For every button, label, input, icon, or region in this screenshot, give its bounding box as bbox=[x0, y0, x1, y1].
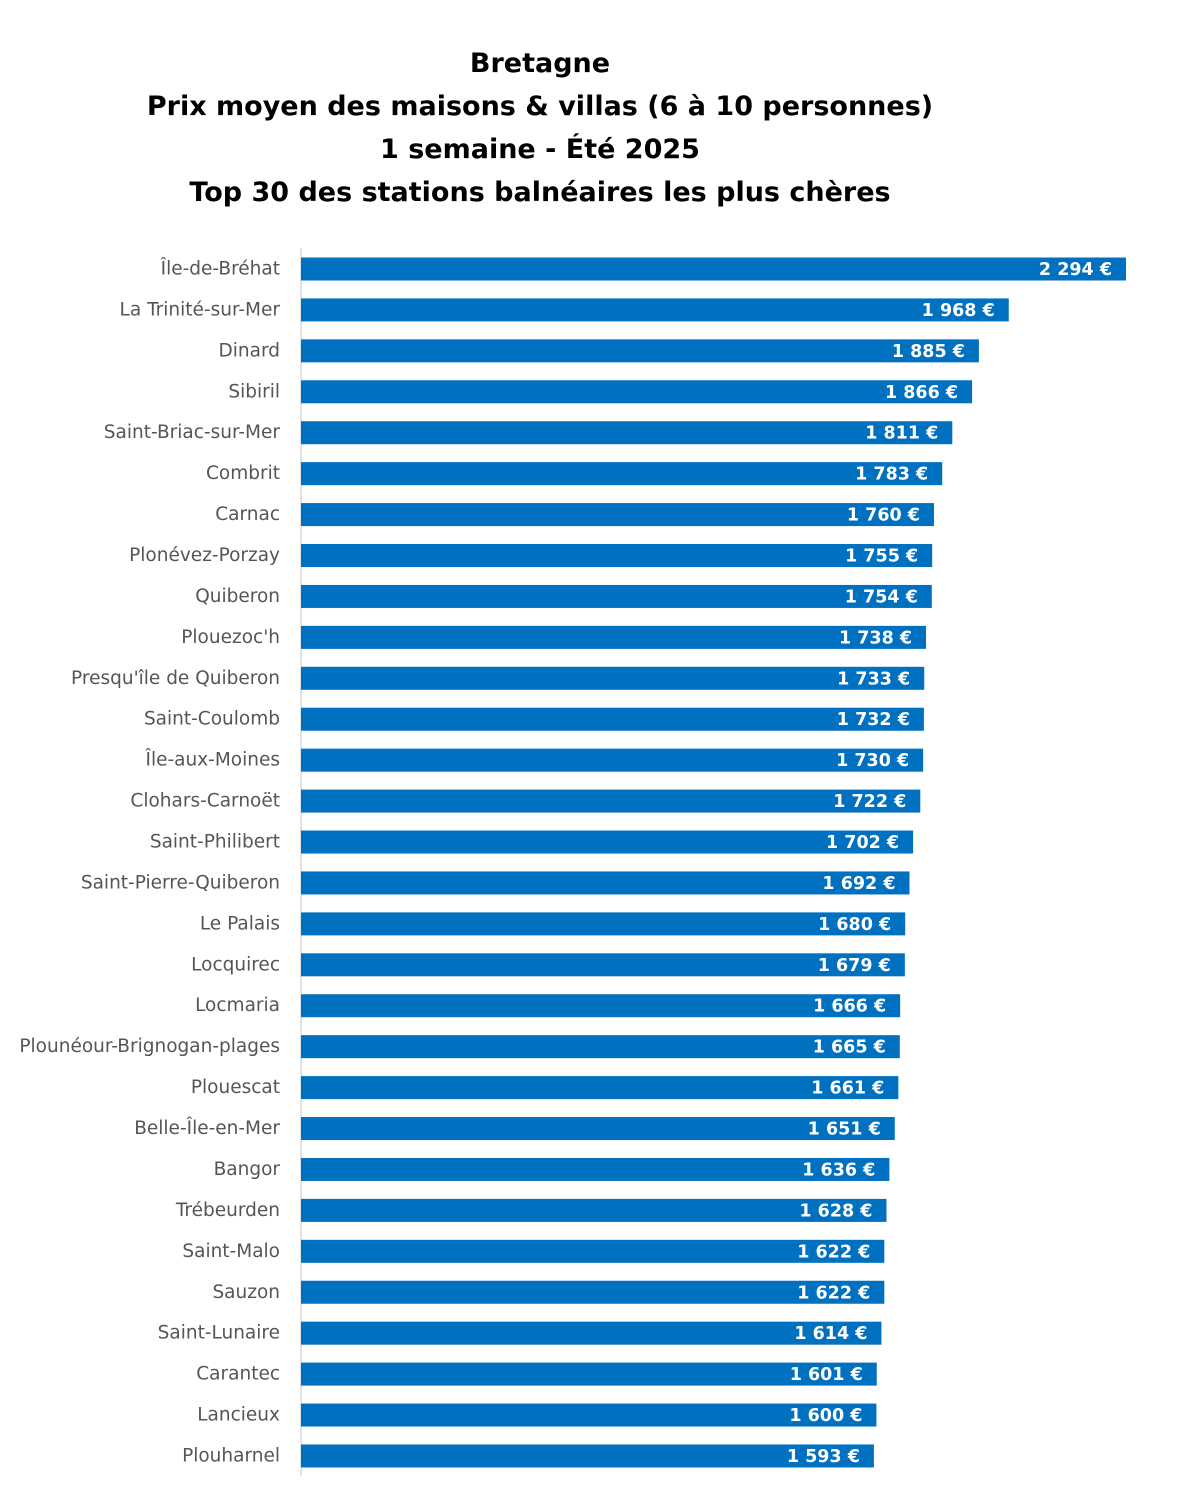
bar-value-label: 1 732 € bbox=[837, 710, 910, 730]
bar bbox=[301, 1157, 890, 1181]
bar-value-label: 1 680 € bbox=[818, 915, 891, 935]
bars-group: Île-de-Bréhat 2 294 € La Trinité-sur-Mer 1 … bbox=[19, 257, 1126, 1468]
bar-value-label: 1 601 € bbox=[790, 1365, 863, 1385]
category-label: Locmaria bbox=[195, 995, 280, 1016]
category-label: Île-aux-Moines bbox=[144, 749, 280, 771]
bar-value-label: 1 811 € bbox=[865, 424, 938, 444]
bar-value-label: 1 614 € bbox=[794, 1324, 867, 1344]
bar-value-label: 1 754 € bbox=[845, 587, 918, 607]
category-label: Sibiril bbox=[228, 381, 280, 402]
chart-title-line-3: 1 semaine - Été 2025 bbox=[380, 134, 700, 165]
category-label: Saint-Briac-sur-Mer bbox=[104, 422, 281, 443]
category-label: Sauzon bbox=[212, 1282, 280, 1303]
bar bbox=[301, 1076, 899, 1100]
bar-value-label: 1 651 € bbox=[808, 1120, 881, 1140]
bar bbox=[301, 1035, 900, 1059]
category-label: Bangor bbox=[214, 1159, 281, 1180]
bar-value-label: 1 783 € bbox=[855, 465, 928, 485]
bar-value-label: 1 628 € bbox=[799, 1201, 872, 1221]
bar bbox=[301, 1117, 895, 1141]
bar bbox=[301, 544, 933, 568]
bar bbox=[301, 462, 943, 486]
bar-value-label: 1 738 € bbox=[839, 628, 912, 648]
category-label: Île-de-Bréhat bbox=[160, 258, 280, 280]
bar-value-label: 1 636 € bbox=[802, 1160, 875, 1180]
category-label: Carnac bbox=[215, 504, 280, 525]
category-label: Locquirec bbox=[191, 954, 280, 975]
bar bbox=[301, 584, 932, 608]
bar bbox=[301, 871, 910, 895]
bar-value-label: 1 722 € bbox=[833, 792, 906, 812]
bar bbox=[301, 1321, 882, 1345]
category-label: Le Palais bbox=[200, 913, 280, 934]
bar-value-label: 1 760 € bbox=[847, 506, 920, 526]
category-label: Quiberon bbox=[195, 586, 280, 607]
category-label: Saint-Pierre-Quiberon bbox=[81, 872, 280, 893]
bar bbox=[301, 339, 979, 363]
category-label: Saint-Lunaire bbox=[158, 1323, 280, 1344]
category-label: Combrit bbox=[206, 463, 280, 484]
bar bbox=[301, 257, 1126, 281]
category-label: Dinard bbox=[219, 340, 280, 361]
chart-title-line-1: Bretagne bbox=[469, 48, 611, 79]
bar bbox=[301, 380, 973, 404]
bar-value-label: 1 885 € bbox=[892, 342, 965, 362]
bar-value-label: 1 622 € bbox=[797, 1283, 870, 1303]
category-label: Saint-Malo bbox=[182, 1241, 280, 1262]
chart-title-line-2: Prix moyen des maisons & villas (6 à 10 … bbox=[146, 91, 934, 122]
bar bbox=[301, 707, 924, 731]
bar bbox=[301, 666, 925, 690]
bar bbox=[301, 994, 901, 1018]
category-label: Clohars-Carnoët bbox=[130, 791, 280, 812]
category-label: Plounéour-Brignogan-plages bbox=[19, 1036, 280, 1057]
bar bbox=[301, 625, 927, 649]
bar-value-label: 1 702 € bbox=[826, 833, 899, 853]
category-label: La Trinité-sur-Mer bbox=[120, 299, 281, 320]
bar bbox=[301, 912, 906, 936]
category-label: Saint-Philibert bbox=[150, 832, 280, 853]
bar-value-label: 1 679 € bbox=[818, 956, 891, 976]
bar-value-label: 1 866 € bbox=[885, 383, 958, 403]
bar-value-label: 1 968 € bbox=[922, 301, 995, 321]
category-label: Lancieux bbox=[197, 1405, 280, 1426]
bar bbox=[301, 503, 934, 527]
bar bbox=[301, 1239, 885, 1263]
bar bbox=[301, 1444, 874, 1468]
bar bbox=[301, 789, 921, 813]
bar-value-label: 1 622 € bbox=[797, 1242, 870, 1262]
bar bbox=[301, 953, 905, 977]
chart-title-line-4: Top 30 des stations balnéaires les plus … bbox=[189, 177, 891, 208]
category-label: Plouharnel bbox=[182, 1445, 280, 1466]
bar bbox=[301, 421, 953, 445]
bar bbox=[301, 830, 914, 854]
bar bbox=[301, 298, 1009, 322]
bar bbox=[301, 748, 924, 772]
bar-value-label: 1 730 € bbox=[836, 751, 909, 771]
category-label: Belle-Île-en-Mer bbox=[134, 1117, 280, 1139]
bar bbox=[301, 1362, 877, 1386]
bar-value-label: 1 666 € bbox=[813, 997, 886, 1017]
bar bbox=[301, 1403, 877, 1427]
category-label: Plonévez-Porzay bbox=[129, 545, 280, 566]
category-label: Presqu'île de Quiberon bbox=[71, 668, 280, 689]
bar bbox=[301, 1198, 887, 1222]
bar-value-label: 1 593 € bbox=[787, 1447, 860, 1467]
bar bbox=[301, 1280, 885, 1304]
bar-value-label: 1 600 € bbox=[789, 1406, 862, 1426]
bar-value-label: 2 294 € bbox=[1039, 260, 1112, 280]
bar-value-label: 1 665 € bbox=[813, 1038, 886, 1058]
bar-value-label: 1 692 € bbox=[822, 874, 895, 894]
chart-title: Bretagne Prix moyen des maisons & villas… bbox=[0, 42, 1080, 214]
bar-value-label: 1 733 € bbox=[837, 669, 910, 689]
category-label: Trébeurden bbox=[175, 1200, 280, 1221]
category-label: Plouezoc'h bbox=[181, 627, 280, 648]
category-label: Saint-Coulomb bbox=[144, 709, 280, 730]
category-label: Plouescat bbox=[191, 1077, 280, 1098]
category-label: Carantec bbox=[196, 1364, 280, 1385]
bar-value-label: 1 661 € bbox=[811, 1079, 884, 1099]
bar-value-label: 1 755 € bbox=[845, 547, 918, 567]
